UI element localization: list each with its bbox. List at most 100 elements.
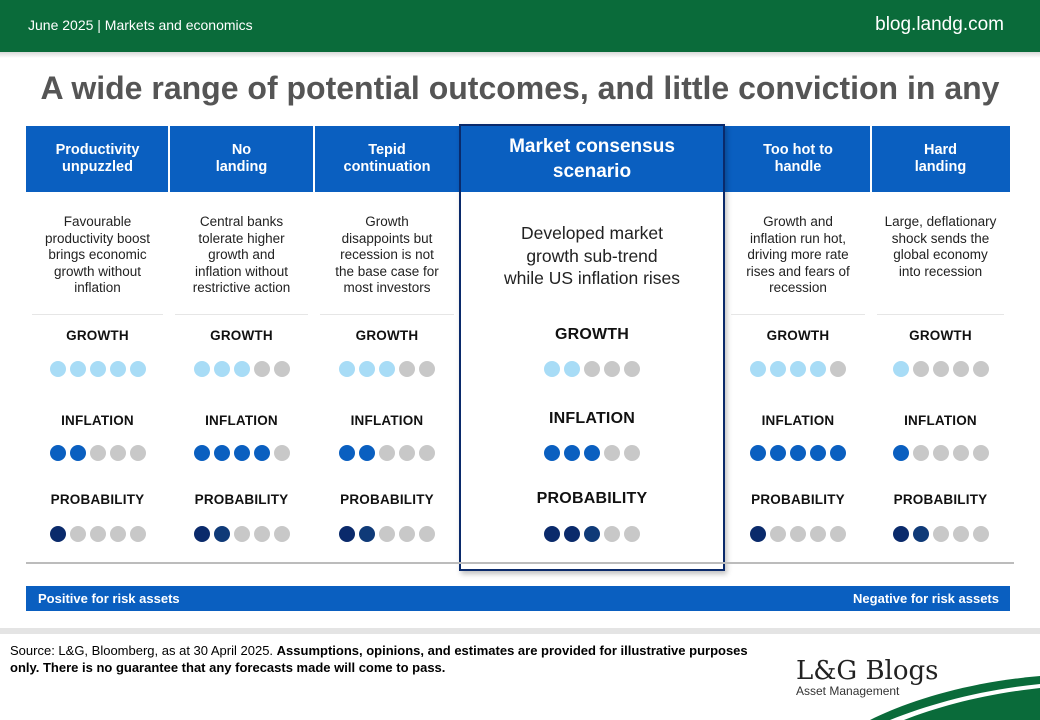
growth-label: GROWTH bbox=[355, 328, 419, 343]
growth-dot-filled bbox=[544, 361, 560, 377]
probability-label: PROBABILITY bbox=[751, 492, 845, 507]
inflation-label: INFLATION bbox=[761, 413, 835, 428]
scenario-description-line: inflation without bbox=[194, 263, 289, 279]
description-separator bbox=[877, 314, 1004, 315]
probability-rating bbox=[26, 526, 169, 542]
risk-spectrum-bar: Positive for risk assets Negative for ri… bbox=[26, 586, 1010, 611]
probability-rating bbox=[725, 526, 871, 542]
scenario-description-line: Growth and bbox=[763, 214, 833, 229]
positive-risk-label: Positive for risk assets bbox=[38, 591, 180, 606]
header-divider bbox=[313, 126, 315, 192]
probability-dot-empty bbox=[233, 526, 250, 542]
inflation-dot-filled bbox=[790, 445, 806, 461]
inflation-dot-filled bbox=[49, 445, 66, 461]
inflation-dot-filled bbox=[69, 445, 86, 461]
inflation-label: INFLATION bbox=[904, 413, 977, 428]
top-bar: June 2025 | Markets and economics blog.l… bbox=[0, 0, 1040, 52]
probability-label: PROBABILITY bbox=[194, 492, 289, 507]
inflation-rating bbox=[871, 445, 1010, 461]
probability-label: PROBABILITY bbox=[50, 492, 145, 507]
inflation-dot-filled bbox=[750, 445, 766, 461]
scenario-heading: Hard landing bbox=[871, 126, 1010, 192]
inflation-dot-empty bbox=[399, 445, 415, 461]
header-divider bbox=[168, 126, 170, 192]
probability-dot-empty bbox=[253, 526, 270, 542]
probability-dot-filled bbox=[359, 526, 375, 542]
scenario-description-line: restrictive action bbox=[192, 280, 291, 295]
inflation-dot-empty bbox=[624, 445, 640, 461]
disclaimer-text: Assumptions, opinions, and estimates are… bbox=[10, 643, 748, 675]
inflation-dot-empty bbox=[129, 445, 146, 461]
inflation-rating bbox=[461, 445, 723, 461]
scenario-description: Large, deflationary shock sends the global… bbox=[871, 214, 1010, 280]
description-separator bbox=[32, 314, 163, 315]
site-link[interactable]: blog.landg.com bbox=[875, 14, 1004, 35]
growth-dot-filled bbox=[233, 361, 250, 377]
scenario-heading-line: unpuzzled bbox=[62, 159, 133, 175]
inflation-dot-empty bbox=[379, 445, 395, 461]
date-section-label: June 2025 | Markets and economics bbox=[28, 17, 253, 33]
logo-wordmark: L&G Blogs bbox=[796, 656, 939, 686]
lg-blogs-logo[interactable]: L&G Blogs Asset Management bbox=[796, 656, 939, 698]
scenario-description-line: Central banks bbox=[199, 214, 284, 229]
inflation-dot-empty bbox=[912, 445, 929, 461]
probability-dot-filled bbox=[912, 526, 929, 542]
scenario-description-line: shock sends the bbox=[891, 230, 990, 246]
growth-dot-empty bbox=[419, 361, 435, 377]
growth-dot-filled bbox=[193, 361, 210, 377]
growth-label: GROWTH bbox=[66, 328, 129, 343]
probability-dot-empty bbox=[399, 526, 415, 542]
inflation-dot-filled bbox=[339, 445, 355, 461]
scenario-description-line: inflation run hot, bbox=[749, 230, 847, 246]
probability-dot-empty bbox=[273, 526, 290, 542]
growth-rating bbox=[725, 361, 871, 377]
scenario-description-line: recession is not bbox=[340, 247, 434, 262]
scenario-description: Developed market growth sub-trend while US… bbox=[461, 222, 723, 290]
scenario-description-line: tolerate higher bbox=[198, 230, 285, 246]
inflation-dot-filled bbox=[810, 445, 826, 461]
probability-dot-empty bbox=[89, 526, 106, 542]
header-divider bbox=[870, 126, 872, 192]
probability-dot-empty bbox=[952, 526, 969, 542]
probability-rating bbox=[461, 526, 723, 542]
inflation-rating bbox=[725, 445, 871, 461]
inflation-dot-empty bbox=[972, 445, 989, 461]
probability-dot-filled bbox=[544, 526, 560, 542]
scenario-description: Growth and inflation run hot, driving more… bbox=[725, 214, 871, 297]
growth-dot-empty bbox=[273, 361, 290, 377]
growth-rating bbox=[314, 361, 460, 377]
probability-dot-empty bbox=[69, 526, 86, 542]
scenario-description-line: Large, deflationary bbox=[884, 214, 997, 229]
inflation-rating bbox=[314, 445, 460, 461]
growth-dot-filled bbox=[810, 361, 826, 377]
scenario-heading-line: continuation bbox=[343, 159, 431, 175]
inflation-dot-filled bbox=[193, 445, 210, 461]
probability-dot-empty bbox=[972, 526, 989, 542]
probability-rating bbox=[314, 526, 460, 542]
scenario-heading: Market consensus scenario bbox=[461, 126, 723, 192]
growth-dot-filled bbox=[892, 361, 909, 377]
logo-subtitle: Asset Management bbox=[796, 684, 900, 698]
probability-label: PROBABILITY bbox=[536, 490, 648, 507]
scenario-heading-line: Hard bbox=[923, 142, 958, 158]
probability-dot-filled bbox=[750, 526, 766, 542]
probability-dot-filled bbox=[564, 526, 580, 542]
scenario-description-line: into recession bbox=[898, 263, 983, 279]
scenario-description: Central banks tolerate higher growth and in… bbox=[169, 214, 314, 297]
logo-swoosh bbox=[870, 676, 1040, 720]
growth-dot-filled bbox=[379, 361, 395, 377]
probability-dot-empty bbox=[810, 526, 826, 542]
inflation-dot-filled bbox=[253, 445, 270, 461]
source-note: Source: L&G, Bloomberg, as at 30 April 2… bbox=[10, 642, 770, 676]
scenario-description-line: disappoints but bbox=[341, 230, 433, 246]
scenario-description-line: global economy bbox=[893, 247, 988, 262]
scenario-description-line: the base case for bbox=[335, 263, 439, 279]
scenario-heading: Productivity unpuzzled bbox=[26, 126, 169, 192]
scenario-heading-line: Productivity bbox=[55, 142, 140, 158]
growth-rating bbox=[461, 361, 723, 377]
inflation-dot-empty bbox=[273, 445, 290, 461]
scenario-heading-line: Tepid bbox=[368, 142, 406, 158]
inflation-dot-filled bbox=[233, 445, 250, 461]
probability-rating bbox=[871, 526, 1010, 542]
negative-risk-label: Negative for risk assets bbox=[853, 591, 999, 606]
